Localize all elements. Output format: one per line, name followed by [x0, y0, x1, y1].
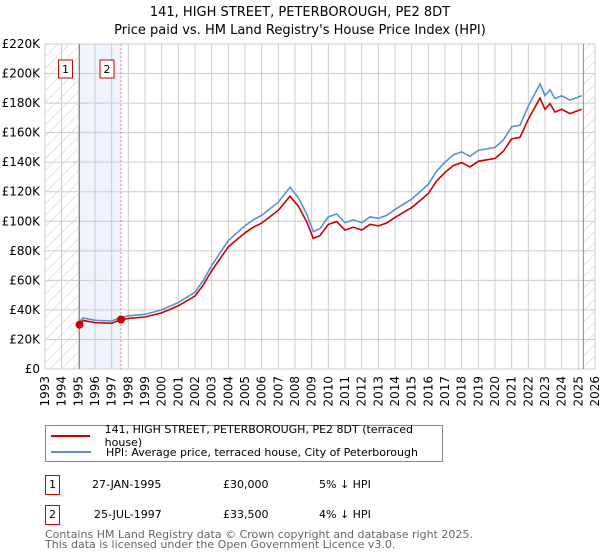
x-tick-label: 2021: [505, 376, 519, 407]
y-tick-label: £200K: [2, 67, 42, 81]
sale-label: 2: [104, 63, 111, 76]
y-tick-label: £180K: [2, 96, 42, 110]
y-tick-label: £100K: [2, 214, 42, 228]
sale-date: 25-JUL-1997: [94, 508, 162, 521]
x-tick-label: 2007: [271, 376, 285, 407]
sale-point: [117, 315, 125, 324]
pre-data-hatch: [45, 44, 80, 369]
x-tick-label: 2006: [255, 376, 269, 407]
legend-item-price-paid: 141, HIGH STREET, PETERBOROUGH, PE2 8DT …: [51, 423, 442, 449]
y-tick-label: £80K: [9, 244, 41, 258]
y-tick-label: £220K: [2, 37, 42, 51]
sale-row: 2 25-JUL-1997 £33,500 4% ↓ HPI: [45, 505, 465, 525]
x-tick-label: 2012: [355, 376, 369, 407]
sale-hpi-diff: 5% ↓ HPI: [319, 478, 371, 491]
y-tick-label: £120K: [2, 185, 42, 199]
y-tick-label: £20K: [9, 332, 41, 346]
x-tick-label: 1999: [138, 376, 152, 407]
footer: Contains HM Land Registry data © Crown c…: [45, 528, 473, 551]
x-tick-label: 2008: [288, 376, 302, 407]
chart-title: 141, HIGH STREET, PETERBOROUGH, PE2 8DT: [150, 5, 450, 20]
sale-period-shade: [79, 44, 121, 369]
hpi-line: [77, 82, 582, 324]
x-tick-label: 2015: [405, 376, 419, 407]
x-tick-label: 2024: [555, 376, 569, 407]
y-tick-label: £0: [25, 362, 40, 376]
x-tick-label: 2000: [155, 376, 169, 407]
x-tick-label: 2005: [238, 376, 252, 407]
blue-line-swatch: [51, 451, 91, 453]
x-tick-label: 2002: [188, 376, 202, 407]
footer-copyright: Contains HM Land Registry data © Crown c…: [45, 528, 473, 541]
price-chart: 141, HIGH STREET, PETERBOROUGH, PE2 8DT …: [2, 5, 600, 407]
sale-date: 27-JAN-1995: [92, 478, 162, 491]
x-tick-label: 2004: [221, 376, 235, 407]
x-tick-label: 1993: [38, 376, 52, 407]
sale-price: £33,500: [223, 508, 269, 521]
price-paid-line: [78, 96, 582, 326]
sale-row: 1 27-JAN-1995 £30,000 5% ↓ HPI: [45, 475, 465, 495]
sale-label-box: [99, 59, 115, 79]
sale-hpi-diff: 4% ↓ HPI: [319, 508, 371, 521]
x-tick-label: 2018: [455, 376, 469, 407]
sale-point: [75, 320, 84, 329]
x-tick-label: 2022: [521, 376, 535, 407]
y-tick-label: £60K: [9, 273, 41, 287]
sale-price: £30,000: [223, 478, 269, 491]
legend-label: 141, HIGH STREET, PETERBOROUGH, PE2 8DT …: [104, 423, 413, 449]
x-tick-label: 1994: [55, 376, 69, 407]
x-tick-label: 2026: [588, 376, 600, 407]
x-tick-label: 2014: [388, 376, 402, 407]
x-tick-label: 1996: [88, 376, 102, 407]
y-tick-label: £40K: [9, 303, 41, 317]
x-tick-label: 2003: [205, 376, 219, 407]
x-tick-label: 1995: [71, 376, 85, 407]
x-tick-label: 2020: [488, 376, 502, 407]
x-tick-label: 1997: [105, 376, 119, 407]
x-tick-label: 2023: [538, 376, 552, 407]
x-tick-label: 2011: [338, 376, 352, 407]
y-tick-label: £160K: [2, 126, 42, 140]
x-tick-label: 2013: [371, 376, 385, 407]
sale-marker-badge: 2: [45, 505, 60, 525]
x-tick-label: 1998: [121, 376, 135, 407]
x-tick-label: 2010: [321, 376, 335, 407]
x-tick-label: 2009: [305, 376, 319, 407]
sale-marker-badge: 1: [45, 475, 60, 495]
x-tick-label: 2016: [421, 376, 435, 407]
legend-item-hpi: HPI: Average price, terraced house, City…: [51, 444, 418, 460]
x-tick-label: 2019: [471, 376, 485, 407]
x-tick-label: 2001: [171, 376, 185, 407]
legend: 141, HIGH STREET, PETERBOROUGH, PE2 8DT …: [45, 423, 443, 462]
x-tick-label: 2025: [571, 376, 585, 407]
x-tick-label: 2017: [438, 376, 452, 407]
legend-label: HPI: Average price, terraced house, City…: [106, 445, 418, 459]
sale-label: 1: [62, 63, 69, 76]
chart-subtitle: Price paid vs. HM Land Registry's House …: [114, 23, 486, 38]
footer-licence: This data is licensed under the Open Gov…: [45, 538, 396, 551]
sale-label-box: [58, 59, 73, 79]
y-tick-label: £140K: [2, 155, 42, 169]
post-data-hatch: [583, 44, 595, 369]
red-line-swatch: [51, 435, 90, 437]
